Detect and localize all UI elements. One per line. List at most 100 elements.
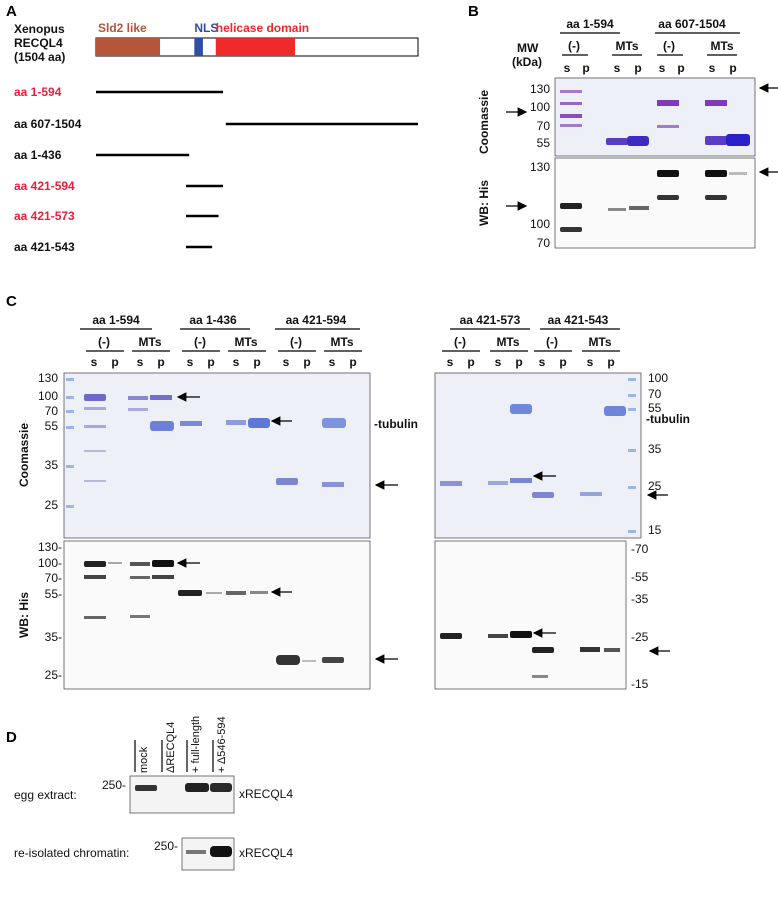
- reisolated-chromatin-label: re-isolated chromatin:: [14, 846, 129, 860]
- protein-band: [560, 90, 582, 93]
- lane-label: s: [709, 61, 716, 75]
- lane-label: p: [111, 355, 118, 369]
- mw-marker: 25-: [45, 668, 62, 682]
- tubulin-band: [606, 138, 628, 145]
- lane-label: s: [233, 355, 240, 369]
- mw-label: MW: [517, 41, 539, 55]
- panel-c-right-coomassie-gel: [434, 372, 642, 539]
- panel-c-right-coomassie-bands: [440, 378, 636, 533]
- mw-marker: 130-: [38, 540, 62, 554]
- panel-c-label: C: [6, 293, 17, 310]
- tubulin-band: [627, 136, 649, 146]
- egg-extract-label: egg extract:: [14, 788, 77, 802]
- lane-label: s: [614, 61, 621, 75]
- mw-marker: 70: [648, 387, 662, 401]
- lane-label: p: [677, 61, 684, 75]
- wb-band: [580, 647, 600, 652]
- ladder-band: [66, 378, 74, 381]
- group-label: aa 1-594: [92, 313, 140, 327]
- lane-label: p: [729, 61, 736, 75]
- wb-his-label: WB: His: [477, 180, 491, 226]
- wb-band: [322, 657, 344, 663]
- tubulin-band: [510, 404, 532, 414]
- construct-label: aa 421-573: [14, 209, 75, 223]
- protein-band: [488, 481, 508, 485]
- condition-label: (-): [454, 335, 466, 349]
- mw-marker: -70: [631, 542, 649, 556]
- protein-band: [705, 100, 727, 106]
- panel-a-label: A: [6, 3, 17, 20]
- mw-marker: -55: [631, 570, 649, 584]
- tubulin-label: -tubulin: [646, 412, 690, 426]
- panel-c-left-coomassie-bands: [66, 378, 346, 508]
- construct-label: aa 1-594: [14, 85, 62, 99]
- domain-label: Sld2 like: [98, 21, 147, 35]
- wb-band: [532, 647, 554, 653]
- protein-band: [440, 481, 462, 486]
- mw-marker: 100: [530, 217, 550, 231]
- group-label: aa 421-543: [548, 313, 609, 327]
- wb-band: [560, 203, 582, 209]
- panel-d-label: D: [6, 729, 17, 746]
- lane-label: p: [607, 355, 614, 369]
- wb-band: [440, 633, 462, 639]
- wb-band: [729, 172, 747, 175]
- protein-band: [84, 407, 106, 410]
- group-label-aa1-594: aa 1-594: [566, 17, 614, 31]
- mw-marker: 250-: [102, 778, 126, 792]
- domain-block: [194, 38, 203, 56]
- lane-label: p: [253, 355, 260, 369]
- wb-band: [186, 850, 206, 854]
- wb-band: [210, 783, 232, 792]
- wb-band: [657, 195, 679, 200]
- construct-layer: aa 1-594 aa 607-1504 aa 1-436 aa 421-594 aa …: [14, 85, 418, 254]
- protein-band: [560, 114, 582, 118]
- condition-label: MTs: [588, 335, 611, 349]
- condition-label: (-): [663, 39, 675, 53]
- condition-label: MTs: [710, 39, 733, 53]
- tubulin-band: [150, 421, 174, 431]
- panel-b-header: aa 1-594 aa 607-1504 (-) MTs (-) MTs s p…: [560, 17, 740, 75]
- wb-band: [604, 648, 620, 652]
- wb-band: [532, 675, 548, 678]
- domain-block: [96, 38, 161, 56]
- protein-name-line1: Xenopus: [14, 22, 65, 36]
- protein-band: [128, 408, 148, 411]
- condition-label: (-): [568, 39, 580, 53]
- protein-band: [226, 420, 246, 425]
- construct-label: aa 421-543: [14, 240, 75, 254]
- mw-marker: 35: [45, 458, 59, 472]
- construct-label: aa 607-1504: [14, 117, 82, 131]
- mw-marker: 55: [648, 401, 662, 415]
- lane-label: p: [349, 355, 356, 369]
- ladder-band: [628, 449, 636, 452]
- panel-c-right-wb-gel: [434, 540, 627, 690]
- condition-label: MTs: [234, 335, 257, 349]
- wb-band: [608, 208, 626, 211]
- wb-band: [135, 785, 157, 791]
- protein-band: [180, 421, 202, 426]
- wb-band: [705, 170, 727, 177]
- wb-band: [206, 592, 222, 594]
- panel-c-right-coom-markers: 100 70 55 35 25 15: [648, 371, 668, 537]
- protein-band: [560, 124, 582, 127]
- lane-label: s: [539, 355, 546, 369]
- wb-band: [488, 634, 508, 638]
- panel-b-label: B: [468, 3, 479, 20]
- mw-marker: 100: [530, 100, 550, 114]
- mw-marker: 15: [648, 523, 662, 537]
- group-label: aa 421-573: [460, 313, 521, 327]
- ladder-band: [66, 426, 74, 429]
- wb-band: [84, 561, 106, 567]
- panel-c-left-wb-gel: [63, 540, 371, 690]
- mw-marker: 70: [537, 236, 551, 250]
- lane-label: + Δ546-594: [216, 716, 228, 773]
- tubulin-band: [322, 418, 346, 428]
- ladder-band: [628, 394, 636, 397]
- wb-band: [178, 590, 202, 596]
- panel-c-right-wb-bands: [440, 631, 620, 678]
- wb-band: [560, 227, 582, 232]
- condition-label: (-): [98, 335, 110, 349]
- band-label: xRECQL4: [239, 787, 293, 801]
